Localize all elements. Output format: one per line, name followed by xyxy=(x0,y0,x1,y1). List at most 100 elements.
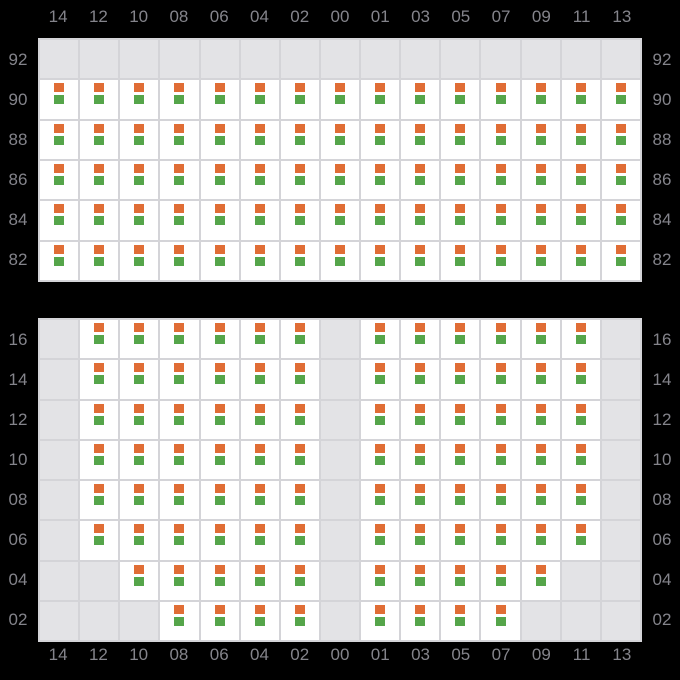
cell-84-08[interactable] xyxy=(160,201,199,240)
cell-84-07[interactable] xyxy=(481,201,520,240)
cell-88-05[interactable] xyxy=(441,120,480,159)
cell-84-00[interactable] xyxy=(320,201,360,240)
cell-10-02[interactable] xyxy=(280,440,319,479)
cell-08-01[interactable] xyxy=(361,481,400,520)
cell-88-10[interactable] xyxy=(120,120,159,159)
cell-04-08[interactable] xyxy=(160,561,199,600)
cell-16-06[interactable] xyxy=(200,320,239,359)
cell-86-05[interactable] xyxy=(441,160,480,200)
cell-08-10[interactable] xyxy=(120,481,159,520)
cell-82-14[interactable] xyxy=(40,241,79,280)
cell-84-06[interactable] xyxy=(200,201,239,240)
cell-04-07[interactable] xyxy=(481,561,520,600)
cell-88-00[interactable] xyxy=(320,120,360,159)
cell-06-03[interactable] xyxy=(401,521,440,560)
cell-14-03[interactable] xyxy=(401,360,440,399)
cell-08-08[interactable] xyxy=(160,481,199,520)
cell-04-01[interactable] xyxy=(361,561,400,600)
cell-82-13[interactable] xyxy=(601,241,640,280)
cell-86-02[interactable] xyxy=(280,160,319,200)
cell-90-08[interactable] xyxy=(160,80,199,119)
cell-16-02[interactable] xyxy=(280,320,319,359)
cell-14-09[interactable] xyxy=(521,360,560,399)
cell-06-01[interactable] xyxy=(361,521,400,560)
cell-12-07[interactable] xyxy=(481,400,520,439)
cell-90-03[interactable] xyxy=(401,80,440,119)
cell-14-12[interactable] xyxy=(80,360,119,399)
cell-86-09[interactable] xyxy=(521,160,560,200)
cell-82-02[interactable] xyxy=(280,241,319,280)
cell-10-10[interactable] xyxy=(120,440,159,479)
cell-04-03[interactable] xyxy=(401,561,440,600)
cell-90-05[interactable] xyxy=(441,80,480,119)
cell-88-03[interactable] xyxy=(401,120,440,159)
cell-90-06[interactable] xyxy=(200,80,239,119)
cell-86-13[interactable] xyxy=(601,160,640,200)
cell-16-03[interactable] xyxy=(401,320,440,359)
cell-02-08[interactable] xyxy=(160,601,199,640)
cell-14-11[interactable] xyxy=(561,360,600,399)
cell-88-14[interactable] xyxy=(40,120,79,159)
cell-88-13[interactable] xyxy=(601,120,640,159)
cell-10-05[interactable] xyxy=(441,440,480,479)
cell-14-01[interactable] xyxy=(361,360,400,399)
cell-88-01[interactable] xyxy=(361,120,400,159)
cell-90-07[interactable] xyxy=(481,80,520,119)
cell-16-11[interactable] xyxy=(561,320,600,359)
cell-88-04[interactable] xyxy=(240,120,279,159)
cell-16-09[interactable] xyxy=(521,320,560,359)
cell-82-12[interactable] xyxy=(80,241,119,280)
cell-08-11[interactable] xyxy=(561,481,600,520)
cell-12-10[interactable] xyxy=(120,400,159,439)
cell-08-12[interactable] xyxy=(80,481,119,520)
cell-12-08[interactable] xyxy=(160,400,199,439)
cell-02-05[interactable] xyxy=(441,601,480,640)
cell-82-00[interactable] xyxy=(320,241,360,280)
cell-82-06[interactable] xyxy=(200,241,239,280)
cell-02-02[interactable] xyxy=(280,601,319,640)
cell-12-09[interactable] xyxy=(521,400,560,439)
cell-06-09[interactable] xyxy=(521,521,560,560)
cell-12-01[interactable] xyxy=(361,400,400,439)
cell-86-14[interactable] xyxy=(40,160,79,200)
cell-84-10[interactable] xyxy=(120,201,159,240)
cell-04-04[interactable] xyxy=(240,561,279,600)
cell-16-12[interactable] xyxy=(80,320,119,359)
cell-90-00[interactable] xyxy=(320,80,360,119)
cell-06-02[interactable] xyxy=(280,521,319,560)
cell-12-06[interactable] xyxy=(200,400,239,439)
cell-14-07[interactable] xyxy=(481,360,520,399)
cell-02-03[interactable] xyxy=(401,601,440,640)
cell-82-08[interactable] xyxy=(160,241,199,280)
cell-16-04[interactable] xyxy=(240,320,279,359)
cell-84-02[interactable] xyxy=(280,201,319,240)
cell-10-11[interactable] xyxy=(561,440,600,479)
cell-12-04[interactable] xyxy=(240,400,279,439)
cell-86-08[interactable] xyxy=(160,160,199,200)
cell-12-03[interactable] xyxy=(401,400,440,439)
cell-84-01[interactable] xyxy=(361,201,400,240)
cell-06-07[interactable] xyxy=(481,521,520,560)
cell-90-02[interactable] xyxy=(280,80,319,119)
cell-10-04[interactable] xyxy=(240,440,279,479)
cell-10-12[interactable] xyxy=(80,440,119,479)
cell-02-06[interactable] xyxy=(200,601,239,640)
cell-84-09[interactable] xyxy=(521,201,560,240)
cell-16-07[interactable] xyxy=(481,320,520,359)
cell-08-09[interactable] xyxy=(521,481,560,520)
cell-82-03[interactable] xyxy=(401,241,440,280)
cell-84-13[interactable] xyxy=(601,201,640,240)
cell-88-08[interactable] xyxy=(160,120,199,159)
cell-88-12[interactable] xyxy=(80,120,119,159)
cell-10-03[interactable] xyxy=(401,440,440,479)
cell-04-06[interactable] xyxy=(200,561,239,600)
cell-90-04[interactable] xyxy=(240,80,279,119)
cell-84-14[interactable] xyxy=(40,201,79,240)
cell-04-05[interactable] xyxy=(441,561,480,600)
cell-82-09[interactable] xyxy=(521,241,560,280)
cell-90-14[interactable] xyxy=(40,80,79,119)
cell-88-09[interactable] xyxy=(521,120,560,159)
cell-90-10[interactable] xyxy=(120,80,159,119)
cell-84-04[interactable] xyxy=(240,201,279,240)
cell-86-00[interactable] xyxy=(320,160,360,200)
